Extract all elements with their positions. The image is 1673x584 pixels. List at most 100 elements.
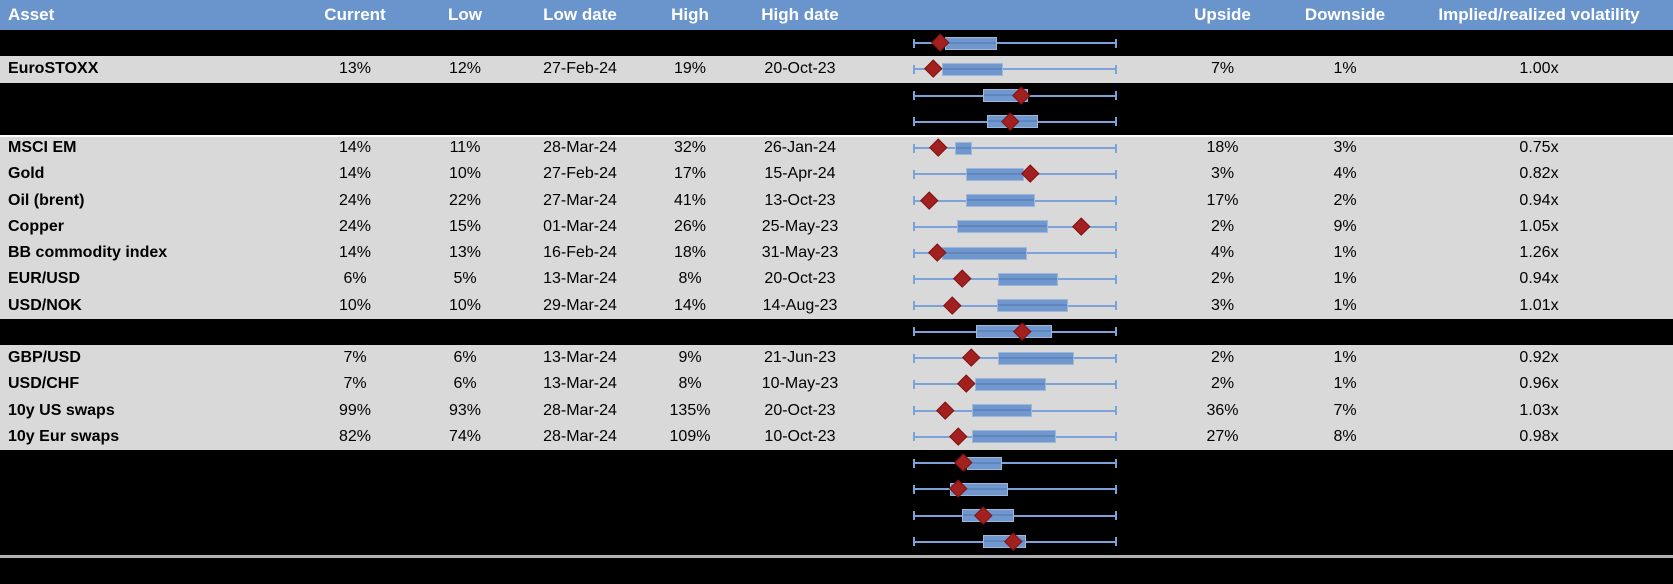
downside-cell: 1% [1333, 270, 1357, 288]
downside-cell: 9% [1333, 217, 1357, 235]
whisker-cap-left [913, 117, 915, 127]
boxplot [913, 345, 1117, 371]
high-cell: 135% [669, 401, 711, 419]
implied-realized-vol-cell: 1.01x [1519, 296, 1559, 314]
low-cell: 74% [448, 427, 482, 445]
boxplot [913, 266, 1117, 292]
asset-name: MSCI EM [8, 139, 77, 157]
range-boxplot-cell [870, 161, 1160, 187]
current-level-diamond-icon [943, 296, 962, 314]
implied-realized-vol-cell: 1.03x [1519, 401, 1559, 419]
upside-cell: 2% [1210, 270, 1235, 288]
boxplot [913, 135, 1117, 161]
asset-name: Oil (brent) [8, 191, 85, 209]
whisker-cap-right [1115, 222, 1117, 232]
implied-realized-vol-cell: 0.92x [1519, 349, 1559, 367]
high-date-cell: 10-May-23 [761, 375, 839, 393]
boxplot [913, 214, 1117, 240]
range-boxplot-cell [870, 319, 1160, 345]
whisker-cap-left [913, 327, 915, 337]
box-range [997, 351, 1074, 365]
box-range [941, 62, 1004, 76]
current-cell: 82% [338, 427, 372, 445]
range-boxplot-cell [870, 240, 1160, 266]
low-cell: 11% [449, 139, 481, 157]
range-boxplot-cell [870, 266, 1160, 292]
boxplot [913, 56, 1117, 82]
column-header-implied-realized-volatility: Implied/realized volatility [1438, 5, 1640, 24]
whisker-cap-right [1115, 64, 1117, 74]
implied-realized-vol-cell: 1.05x [1519, 217, 1559, 235]
whisker-cap-left [913, 143, 915, 153]
whisker-line [913, 147, 1117, 150]
whisker-cap-left [913, 458, 915, 468]
whisker-line [913, 68, 1117, 71]
range-boxplot-cell [870, 424, 1160, 450]
high-cell: 26% [673, 217, 707, 235]
table-row: Oil (brent) 24% 22% 27-Mar-24 41% 13-Oct… [0, 187, 1673, 214]
whisker-cap-left [913, 64, 915, 74]
low-date-cell: 27-Feb-24 [543, 165, 617, 183]
current-level-diamond-icon [949, 427, 968, 445]
whisker-cap-left [913, 274, 915, 284]
asset-name: 10y Eur swaps [8, 427, 120, 445]
table-body: EuroSTOXX 13% 12% 27-Feb-24 19% 20-Oct-2… [0, 30, 1673, 555]
whisker-cap-right [1115, 327, 1117, 337]
implied-realized-vol-cell: 0.98x [1519, 427, 1559, 445]
boxplot [913, 109, 1117, 135]
range-boxplot-cell [870, 293, 1160, 319]
whisker-cap-right [1115, 248, 1117, 258]
whisker-cap-right [1115, 91, 1117, 101]
range-boxplot-cell [870, 345, 1160, 371]
boxplot [913, 30, 1117, 56]
box-range [944, 36, 997, 50]
box-range [954, 141, 972, 155]
whisker-cap-left [913, 196, 915, 206]
boxplot [913, 240, 1117, 266]
whisker-cap-right [1115, 38, 1117, 48]
current-cell: 14% [338, 139, 372, 157]
column-header-high-date: High date [761, 5, 839, 24]
current-cell: 99% [338, 401, 372, 419]
range-boxplot-cell [870, 214, 1160, 240]
whisker-cap-right [1115, 143, 1117, 153]
asset-name: EuroSTOXX [8, 60, 99, 78]
range-boxplot-cell [870, 135, 1160, 161]
table-row: 10y Eur swaps 82% 74% 28-Mar-24 109% 10-… [0, 423, 1673, 450]
box-range [966, 456, 1002, 470]
table-row: Copper 24% 15% 01-Mar-24 26% 25-May-23 2… [0, 213, 1673, 240]
boxplot [913, 398, 1117, 424]
whisker-cap-right [1115, 406, 1117, 416]
upside-cell: 2% [1210, 349, 1235, 367]
implied-realized-vol-cell: 0.82x [1519, 165, 1559, 183]
upside-cell: 27% [1206, 427, 1239, 445]
whisker-line [913, 462, 1117, 465]
range-boxplot-cell [870, 398, 1160, 424]
range-boxplot-cell [870, 188, 1160, 214]
current-cell: 7% [343, 349, 367, 367]
whisker-cap-left [913, 353, 915, 363]
boxplot [913, 371, 1117, 397]
table-row: EuroSTOXX 13% 12% 27-Feb-24 19% 20-Oct-2… [0, 56, 1673, 83]
table-row: USD/NOK 10% 10% 29-Mar-24 14% 14-Aug-23 … [0, 292, 1673, 319]
boxplot [913, 161, 1117, 187]
whisker-cap-right [1115, 169, 1117, 179]
high-date-cell: 20-Oct-23 [764, 60, 836, 78]
high-cell: 14% [673, 296, 707, 314]
low-date-cell: 28-Mar-24 [543, 401, 617, 419]
high-cell: 32% [673, 139, 707, 157]
column-header-low: Low [448, 5, 482, 24]
upside-cell: 2% [1210, 217, 1235, 235]
boxplot [913, 450, 1117, 476]
box-range [966, 194, 1035, 208]
whisker-cap-right [1115, 117, 1117, 127]
high-cell: 18% [673, 244, 707, 262]
box-range [998, 272, 1059, 286]
box-range [941, 246, 1027, 260]
high-date-cell: 26-Jan-24 [763, 139, 837, 157]
current-cell: 14% [338, 244, 372, 262]
boxplot [913, 293, 1117, 319]
whisker-line [913, 488, 1117, 491]
high-date-cell: 25-May-23 [761, 217, 839, 235]
